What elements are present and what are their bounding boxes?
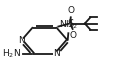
Text: NH$_2$: NH$_2$ (59, 19, 78, 31)
Text: N: N (53, 49, 60, 58)
Text: O: O (69, 31, 76, 40)
Text: O: O (67, 6, 74, 15)
Text: N: N (18, 36, 25, 45)
Text: H$_2$N: H$_2$N (2, 48, 21, 60)
Text: S: S (67, 19, 73, 29)
